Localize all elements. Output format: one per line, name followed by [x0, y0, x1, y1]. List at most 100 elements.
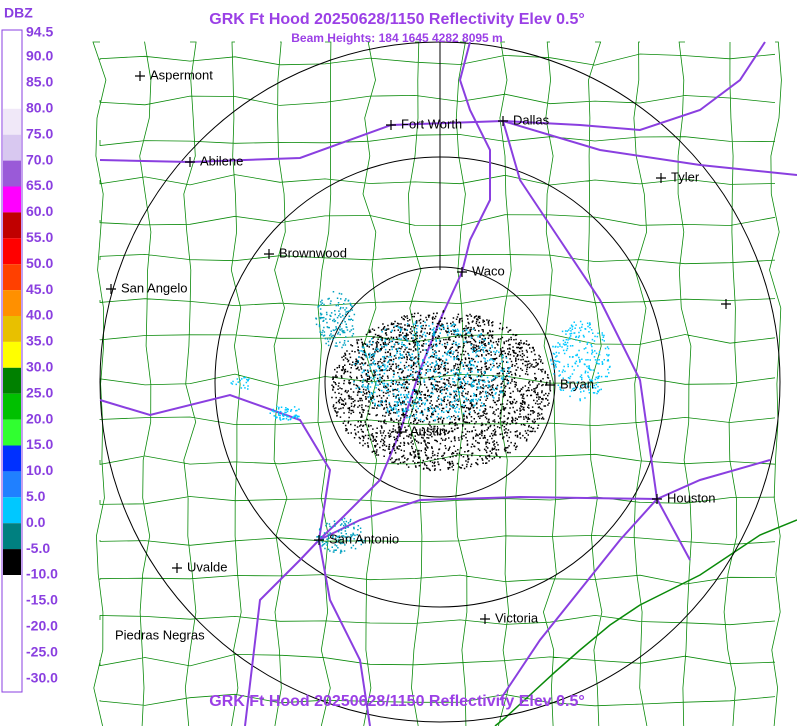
- radar-echo: [269, 405, 300, 421]
- city-marker: [457, 267, 467, 277]
- color-bar-label: 85.0: [26, 74, 53, 90]
- color-bar-label: 90.0: [26, 48, 53, 64]
- color-bar-label: 55.0: [26, 229, 53, 245]
- color-swatch: [3, 290, 21, 316]
- city-label: Waco: [472, 263, 505, 278]
- city-marker: [185, 157, 195, 167]
- color-bar-label: 80.0: [26, 100, 53, 116]
- highway: [318, 459, 771, 541]
- color-swatch: [3, 419, 21, 446]
- color-swatch: [3, 600, 21, 627]
- city-label: Bryan: [560, 376, 594, 391]
- city-label: Dallas: [513, 112, 550, 127]
- color-swatch: [3, 186, 21, 213]
- color-swatch: [3, 108, 21, 135]
- city-marker: [314, 535, 324, 545]
- city-marker: [652, 494, 662, 504]
- city-label: Aspermont: [150, 67, 213, 82]
- color-swatch: [3, 575, 21, 601]
- city-marker: [656, 173, 666, 183]
- color-bar-label: 40.0: [26, 307, 53, 323]
- color-bar-label: -20.0: [26, 618, 58, 634]
- color-bar-label: 10.0: [26, 462, 53, 478]
- color-bar-label: 5.0: [26, 488, 46, 504]
- color-bar-label: -15.0: [26, 592, 58, 608]
- city-label: Tyler: [671, 169, 700, 184]
- color-swatch: [3, 497, 21, 524]
- color-swatch: [3, 238, 21, 265]
- title: GRK Ft Hood 20250628/1150 Reflectivity E…: [209, 11, 584, 28]
- color-bar-label: 70.0: [26, 151, 53, 167]
- color-swatch: [3, 471, 21, 498]
- city-marker: [106, 284, 116, 294]
- color-bar-label: 15.0: [26, 436, 53, 452]
- range-rings: [99, 41, 781, 723]
- radar-echo: [316, 517, 366, 554]
- city-marker: [721, 299, 731, 309]
- color-bar-label: -30.0: [26, 669, 58, 685]
- city-marker: [135, 71, 145, 81]
- color-bar-label: 25.0: [26, 384, 53, 400]
- highway: [502, 41, 766, 132]
- city-label: Fort Worth: [401, 116, 462, 131]
- city-label: Victoria: [495, 610, 539, 625]
- city-marker: [395, 427, 405, 437]
- color-swatch: [3, 316, 21, 342]
- color-swatch: [3, 264, 21, 291]
- color-bar-label: 45.0: [26, 281, 53, 297]
- radar-echo: [315, 291, 356, 349]
- city-marker: [172, 563, 182, 573]
- city-label: San Antonio: [329, 531, 399, 546]
- color-swatch: [3, 652, 21, 679]
- city-marker: [386, 120, 396, 130]
- highway: [499, 498, 658, 701]
- color-swatch: [3, 33, 21, 57]
- color-swatch: [3, 82, 21, 109]
- radar-echo: [550, 320, 611, 402]
- color-swatch: [3, 341, 21, 368]
- highway: [99, 119, 797, 176]
- color-swatch: [3, 160, 21, 187]
- color-bar-frame: [1, 29, 23, 693]
- city-label: Uvalde: [187, 559, 227, 574]
- city-marker: [264, 249, 274, 259]
- color-bar-label: -10.0: [26, 566, 58, 582]
- footer-title: GRK Ft Hood 20250628/1150 Reflectivity E…: [209, 693, 584, 710]
- color-bar-label: 65.0: [26, 177, 53, 193]
- color-swatch: [3, 212, 21, 239]
- subtitle: Beam Heights: 184 1645 4282 8095 m: [291, 31, 502, 45]
- color-swatch: [3, 445, 21, 472]
- city-label: Piedras Negras: [115, 627, 205, 642]
- color-bar-label: 75.0: [26, 125, 53, 141]
- city-label: San Angelo: [121, 280, 188, 295]
- color-bar-label: 20.0: [26, 410, 53, 426]
- color-swatch: [3, 57, 21, 83]
- radar-echo: [353, 321, 511, 422]
- city-marker: [545, 380, 555, 390]
- city-marker: [480, 614, 490, 624]
- radar-echo: [230, 376, 250, 390]
- color-bar: [1, 29, 23, 693]
- unit-label: DBZ: [4, 5, 33, 21]
- color-bar-label: 60.0: [26, 203, 53, 219]
- color-bar-label: 50.0: [26, 255, 53, 271]
- color-swatch: [3, 549, 21, 575]
- color-bar-label: 0.0: [26, 514, 46, 530]
- color-bar-label: -5.0: [26, 540, 50, 556]
- highway: [244, 41, 491, 726]
- basemap: [92, 41, 797, 726]
- city-label: Brownwood: [279, 245, 347, 260]
- color-swatch: [3, 523, 21, 550]
- color-swatch: [3, 626, 21, 653]
- color-bar-label: 35.0: [26, 333, 53, 349]
- color-swatch: [3, 393, 21, 420]
- highway: [99, 393, 371, 726]
- city-label: Austin: [410, 423, 446, 438]
- city-label: Abilene: [200, 153, 243, 168]
- city-marker: [498, 116, 508, 126]
- color-swatch: [3, 367, 21, 394]
- color-bar-label: 30.0: [26, 359, 53, 375]
- city-label: Houston: [667, 490, 715, 505]
- color-bar-label: 94.5: [26, 24, 53, 40]
